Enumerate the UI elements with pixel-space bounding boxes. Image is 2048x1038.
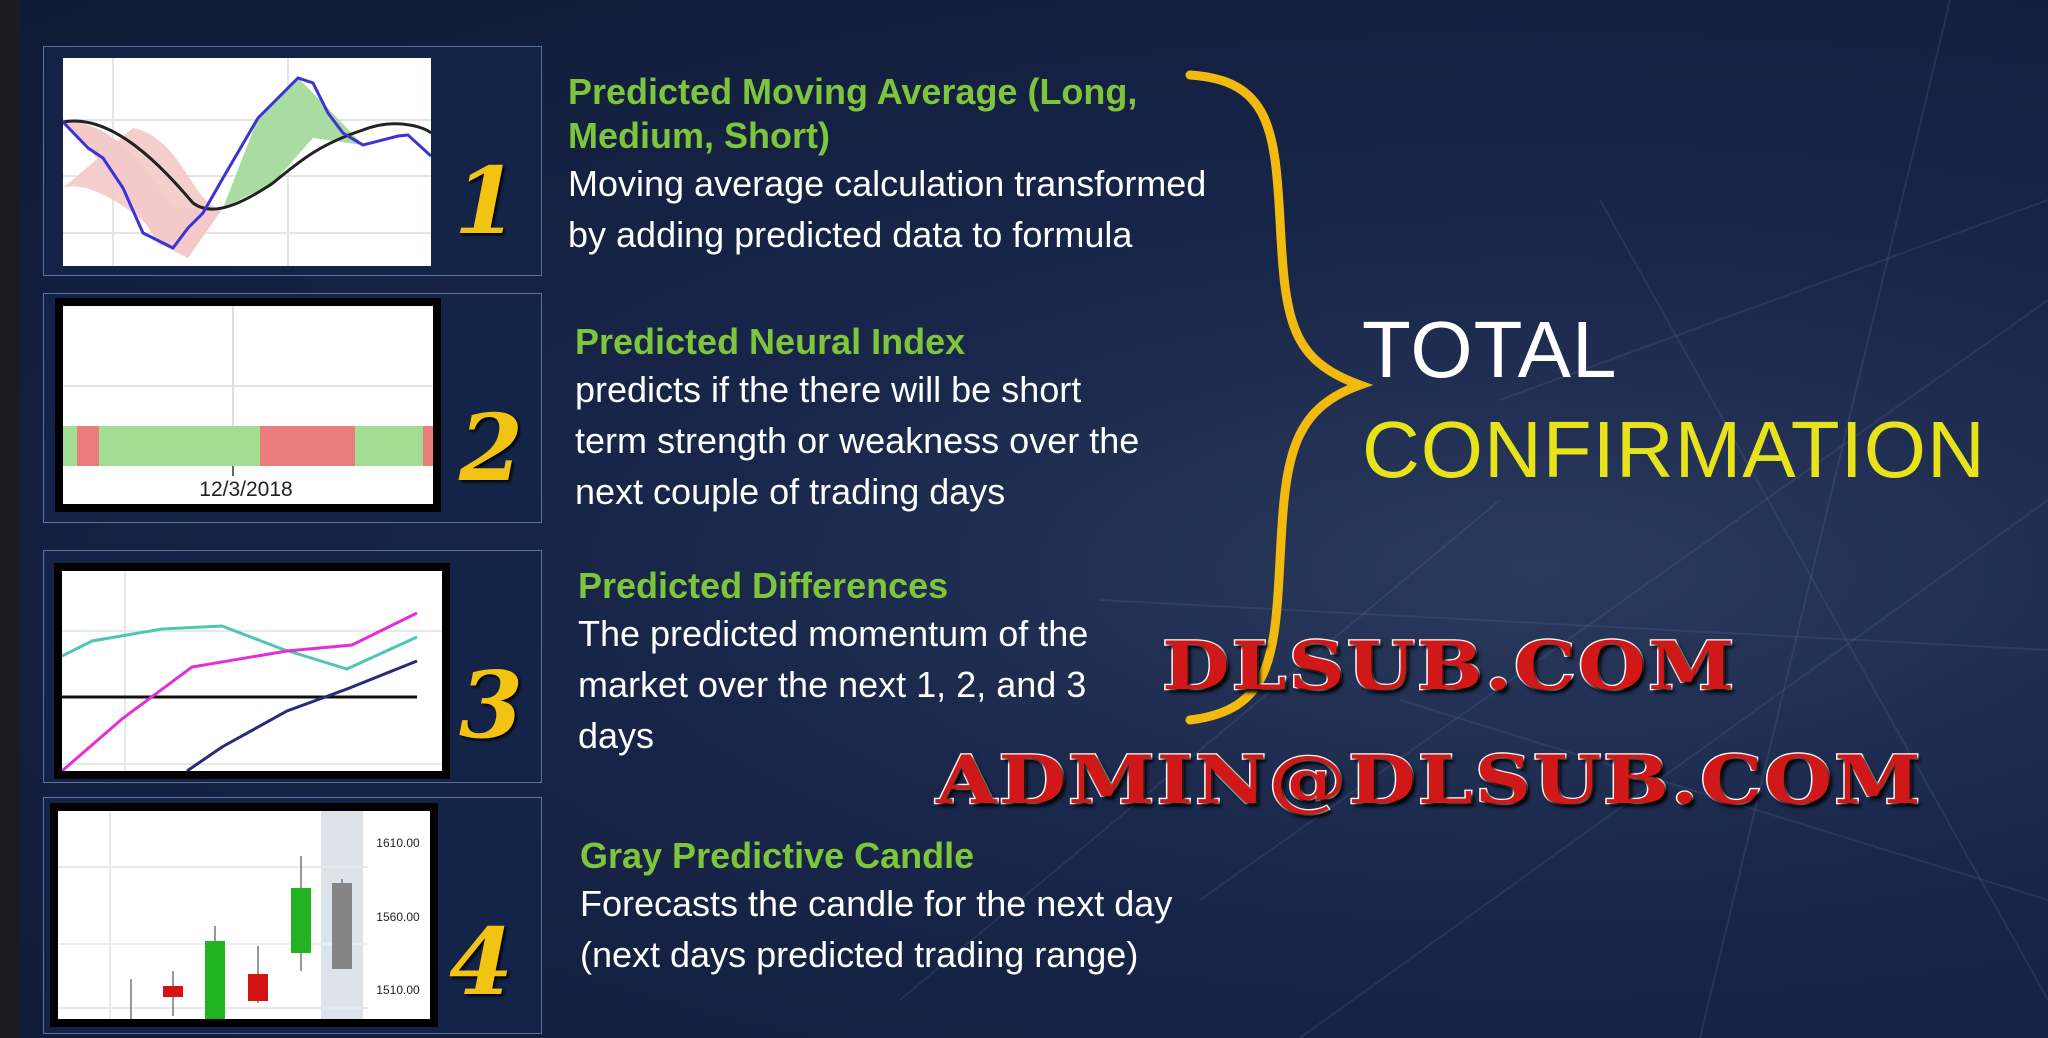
bullish-candle: [291, 888, 311, 953]
bearish-fill-area: [63, 121, 223, 258]
date-axis-label: 12/3/2018: [199, 478, 292, 501]
price-axis-label: 1610.00: [376, 836, 420, 850]
bearish-candle: [163, 986, 183, 997]
item-body-line: The predicted momentum of the: [578, 613, 1089, 654]
watermark-email: ADMIN@DLSUB.COM: [935, 741, 1923, 821]
predicted-differences-chart-thumbnail: [62, 571, 442, 771]
headline-confirmation: CONFIRMATION: [1362, 405, 1986, 494]
item-3-text: Predicted Differences The predicted mome…: [578, 564, 1278, 761]
long-moving-average-line: [63, 119, 431, 211]
curly-brace-icon: [1185, 70, 1374, 725]
item-title: Gray Predictive Candle: [580, 835, 975, 876]
item-body-line: next couple of trading days: [575, 471, 1006, 512]
bullish-candle: [205, 941, 225, 1019]
item-title: Predicted Moving Average (Long, Medium, …: [568, 71, 1138, 156]
price-axis-label: 1560.00: [376, 910, 420, 924]
weakness-segment: [260, 426, 355, 466]
item-body-line: days: [578, 715, 655, 756]
item-2-text: Predicted Neural Index predicts if the t…: [575, 320, 1275, 517]
candlestick-chart-thumbnail: 1610.00 1560.00 1510.00: [58, 811, 430, 1019]
panel-4: 1610.00 1560.00 1510.00 4: [43, 797, 542, 1034]
item-title: Predicted Differences: [578, 565, 949, 606]
short-moving-average-line: [63, 76, 431, 250]
strength-band: [63, 426, 433, 466]
day-3-difference-line: [186, 659, 418, 771]
item-title: Predicted Neural Index: [575, 321, 966, 362]
item-number: 3: [459, 651, 524, 759]
item-number: 1: [454, 147, 519, 255]
panel-2: 12/3/2018 2: [43, 293, 542, 523]
neural-index-chart-thumbnail: 12/3/2018: [63, 306, 433, 504]
item-body-line: term strength or weakness over the: [575, 420, 1140, 461]
item-body-line: by adding predicted data to formula: [568, 214, 1133, 255]
weakness-segment: [77, 426, 99, 466]
day-2-difference-line: [62, 611, 418, 771]
item-body-line: Forecasts the candle for the next day: [580, 883, 1173, 924]
headline-total: TOTAL: [1362, 305, 1618, 394]
watermark-site: DLSUB.COM: [1160, 627, 1737, 707]
gray-predictive-candle: [332, 883, 352, 969]
bearish-candle: [248, 974, 268, 1001]
item-4-text: Gray Predictive Candle Forecasts the can…: [580, 834, 1280, 980]
weakness-segment: [423, 426, 433, 466]
item-number: 4: [449, 908, 514, 1016]
moving-average-chart-thumbnail: [63, 58, 431, 266]
item-body-line: predicts if the there will be short: [575, 369, 1082, 410]
panel-1: 1: [43, 46, 542, 276]
item-body-line: market over the next 1, 2, and 3: [578, 664, 1087, 705]
panel-3: 3: [43, 550, 542, 783]
left-edge-strip: [0, 0, 20, 1038]
price-axis-label: 1510.00: [376, 983, 420, 997]
day-1-difference-line: [62, 624, 418, 671]
item-body-line: Moving average calculation transformed: [568, 163, 1207, 204]
item-body-line: (next days predicted trading range): [580, 934, 1139, 975]
item-number: 2: [459, 394, 524, 502]
item-1-text: Predicted Moving Average (Long, Medium, …: [568, 70, 1268, 260]
